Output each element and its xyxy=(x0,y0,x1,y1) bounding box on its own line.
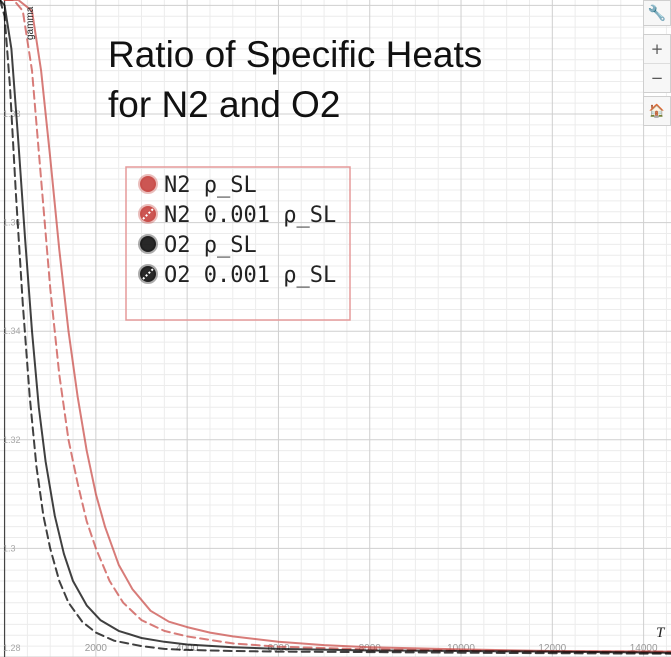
x-tick-label: 12000 xyxy=(538,643,566,654)
y-tick-label: 1.32 xyxy=(3,435,21,445)
legend-label: N2 ρ_SL xyxy=(164,173,257,198)
zoom-in-button[interactable]: + xyxy=(644,35,670,64)
x-tick-label: 4000 xyxy=(176,643,199,654)
series-line-1 xyxy=(3,0,671,653)
legend-box xyxy=(125,166,351,321)
legend-marker xyxy=(138,234,158,254)
y-axis-label: gamma xyxy=(25,6,36,40)
y-tick-label: 1.3 xyxy=(3,543,16,553)
legend-label: O2 ρ_SL xyxy=(164,233,257,258)
legend: N2 ρ_SL N2 0.001 ρ_SL O2 ρ_SL O2 0.001 ρ_SL xyxy=(125,166,351,321)
legend-label: O2 0.001 ρ_SL xyxy=(164,263,336,288)
y-tick-labels: 1.28 1.3 1.32 1.34 1.36 1.38 xyxy=(3,109,21,653)
wrench-icon[interactable]: 🔧 xyxy=(647,4,667,22)
x-tick-label: 2000 xyxy=(85,643,108,654)
y-tick-label: 1.34 xyxy=(3,326,21,336)
y-tick-label: 1.36 xyxy=(3,218,21,228)
zoom-out-button[interactable]: − xyxy=(650,69,664,87)
series-line-2 xyxy=(3,0,671,653)
home-icon[interactable]: 🏠 xyxy=(648,103,666,119)
legend-label: N2 0.001 ρ_SL xyxy=(164,203,336,228)
chart-title-line-2: for N2 and O2 xyxy=(108,84,340,125)
home-panel: 🏠 xyxy=(643,96,671,126)
settings-panel: 🔧 xyxy=(643,0,671,26)
legend-marker xyxy=(138,264,158,284)
zoom-controls: + − xyxy=(643,34,671,93)
chart-title-line-1: Ratio of Specific Heats xyxy=(108,34,482,75)
legend-marker xyxy=(138,174,158,194)
y-tick-label: 1.38 xyxy=(3,109,21,119)
y-tick-label: 1.28 xyxy=(3,643,21,653)
legend-marker xyxy=(138,204,158,224)
x-axis-label: T xyxy=(656,625,666,641)
x-tick-label: 14000 xyxy=(630,643,658,654)
